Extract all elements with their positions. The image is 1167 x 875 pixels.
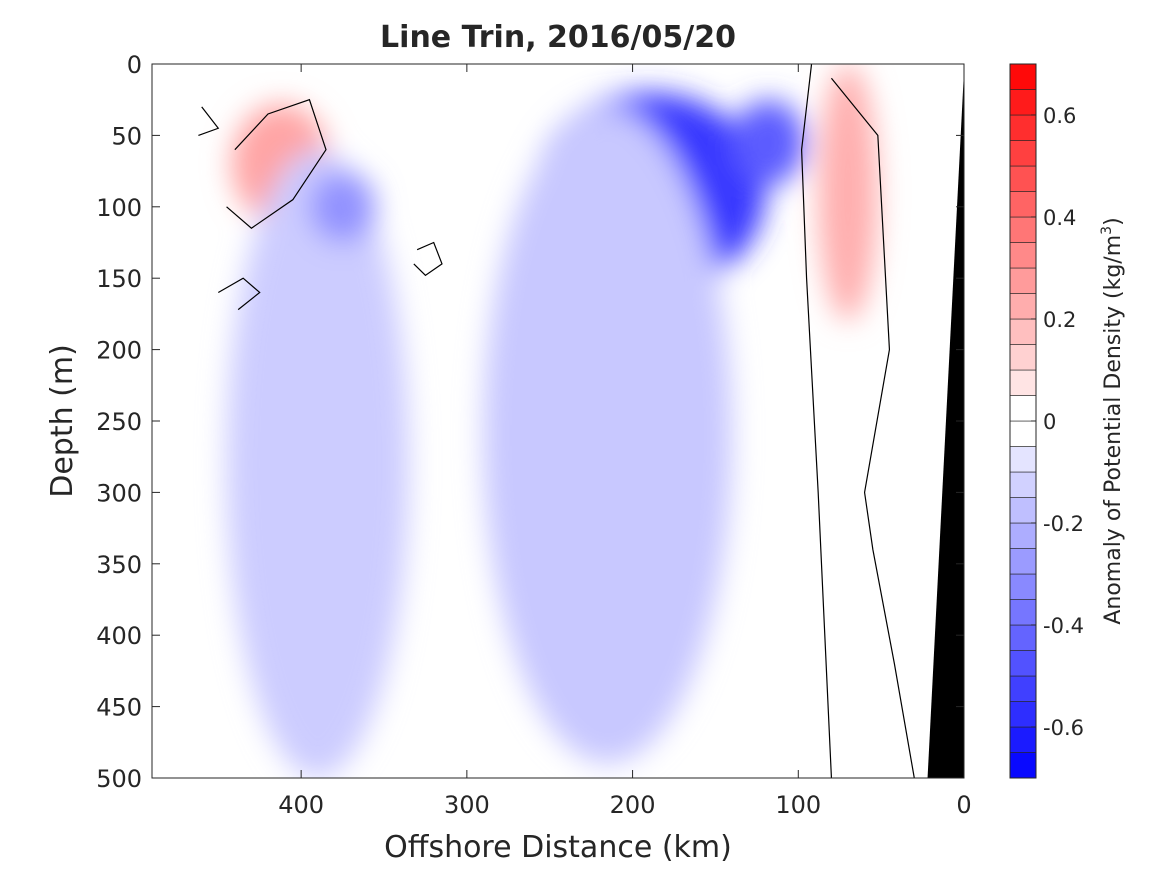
colorbar-tick-label: -0.6: [1043, 716, 1084, 740]
x-tick-label: 0: [956, 791, 971, 819]
y-tick-label: 50: [111, 122, 142, 150]
colorbar-level: [1009, 675, 1037, 702]
colorbar-level: [1009, 599, 1037, 626]
y-axis-ticks: 0 50 100 150 200 250 300 350 400 450 500: [96, 51, 964, 793]
colorbar-level: [1009, 522, 1037, 549]
anomaly-offshore-light-plume: [226, 149, 409, 778]
colorbar-level: [1009, 395, 1037, 422]
colorbar-level: [1009, 114, 1037, 141]
colorbar-level: [1009, 548, 1037, 575]
colorbar-level: [1009, 420, 1037, 447]
anomaly-field: [226, 64, 878, 778]
colorbar-level: [1009, 752, 1037, 779]
zero-contour-line: [830, 77, 915, 778]
colorbar-level: [1009, 191, 1037, 218]
chart-title: Line Trin, 2016/05/20: [380, 20, 736, 55]
colorbar-tick-label: 0.2: [1043, 308, 1076, 332]
colorbar-level: [1009, 165, 1037, 192]
zero-contours: [198, 64, 915, 778]
x-axis-ticks: 400 300 200 100 0: [278, 64, 972, 819]
colorbar-level: [1009, 446, 1037, 473]
y-tick-label: 250: [96, 408, 142, 436]
colorbar-level: [1009, 216, 1037, 243]
colorbar-label-sup: 3: [1099, 226, 1115, 235]
y-tick-label: 100: [96, 194, 142, 222]
colorbar-level: [1009, 726, 1037, 753]
x-tick-label: 200: [610, 791, 656, 819]
x-tick-label: 300: [444, 791, 490, 819]
anomaly-light-tongue-west: [309, 171, 376, 243]
colorbar-level: [1009, 89, 1037, 116]
seafloor-bathymetry: [927, 71, 964, 778]
colorbar-tick-label: 0: [1043, 410, 1056, 434]
y-tick-label: 150: [96, 265, 142, 293]
zero-contour-line: [800, 64, 833, 778]
zero-contour-line: [217, 277, 261, 311]
colorbar-ticks: -0.6 -0.4 -0.2 0 0.2 0.4 0.6: [1031, 104, 1084, 740]
colorbar-level: [1009, 701, 1037, 728]
y-tick-label: 500: [96, 765, 142, 793]
colorbar-label-end: ): [1101, 217, 1126, 226]
y-tick-label: 350: [96, 551, 142, 579]
colorbar-level: [1009, 497, 1037, 524]
zero-contour-line: [226, 98, 327, 229]
x-tick-label: 100: [775, 791, 821, 819]
y-tick-label: 0: [127, 51, 142, 79]
colorbar-level: [1009, 344, 1037, 371]
colorbar-level: [1009, 242, 1037, 269]
colorbar-level: [1009, 140, 1037, 167]
x-axis-label: Offshore Distance (km): [384, 830, 732, 865]
y-tick-label: 400: [96, 622, 142, 650]
y-tick-label: 300: [96, 479, 142, 507]
colorbar-level: [1009, 624, 1037, 651]
colorbar-tick-label: -0.2: [1043, 512, 1084, 536]
anomaly-nearshore-dense-lens: [818, 64, 878, 322]
colorbar-levels: [1009, 63, 1037, 779]
zero-contour-line: [198, 106, 220, 136]
anomaly-light-core-east: [732, 99, 805, 186]
colorbar-level: [1009, 573, 1037, 600]
plot-area: [152, 64, 964, 778]
colorbar-level: [1009, 318, 1037, 345]
colorbar-tick-label: 0.4: [1043, 206, 1076, 230]
colorbar-label-main: Anomaly of Potential Density (kg/m: [1101, 235, 1126, 625]
x-tick-label: 400: [278, 791, 324, 819]
colorbar-level: [1009, 267, 1037, 294]
colorbar-tick-label: -0.4: [1043, 614, 1084, 638]
colorbar-tick-label: 0.6: [1043, 104, 1076, 128]
colorbar: -0.6 -0.4 -0.2 0 0.2 0.4 0.6 Anomaly of Potent…: [1009, 63, 1126, 779]
colorbar-level: [1009, 369, 1037, 396]
y-axis-label: Depth (m): [45, 344, 80, 498]
colorbar-level: [1009, 650, 1037, 677]
y-tick-label: 450: [96, 694, 142, 722]
colorbar-label: Anomaly of Potential Density (kg/m3): [1099, 217, 1126, 624]
colorbar-level: [1009, 293, 1037, 320]
colorbar-level: [1009, 63, 1037, 90]
y-tick-label: 200: [96, 337, 142, 365]
zero-contour-line: [413, 241, 443, 277]
colorbar-level: [1009, 471, 1037, 498]
anomaly-central-light-plume: [483, 106, 732, 764]
